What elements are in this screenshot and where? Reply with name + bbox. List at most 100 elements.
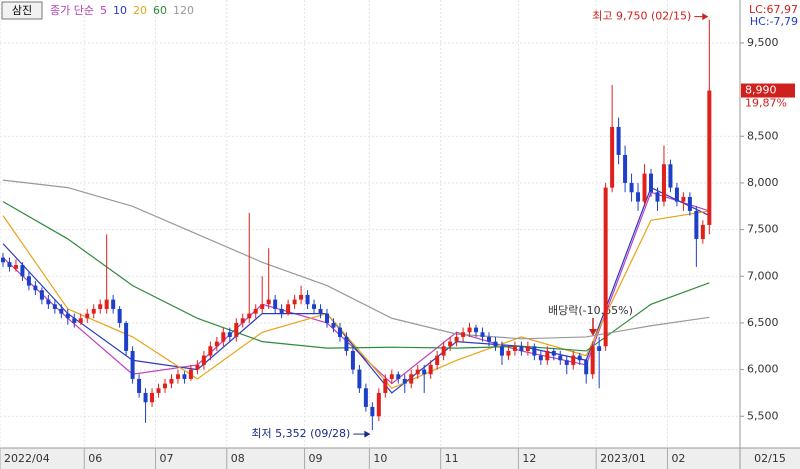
- candle-body: [104, 299, 109, 309]
- legend-entry: 20: [133, 4, 147, 17]
- lc-label: LC:67,97: [749, 3, 798, 16]
- candle-body: [59, 308, 64, 314]
- candle-body: [389, 374, 394, 379]
- candle-body: [208, 346, 213, 356]
- candle-body: [642, 173, 647, 202]
- candle-body: [461, 332, 466, 337]
- candle-body: [299, 294, 304, 300]
- candle-body: [512, 346, 517, 351]
- candle-body: [487, 336, 491, 342]
- candle-body: [616, 126, 621, 155]
- candle-body: [337, 327, 342, 337]
- candle-body: [435, 355, 440, 365]
- x-tick-label: 07: [160, 452, 174, 465]
- candle-body: [694, 210, 699, 239]
- candle-body: [260, 304, 265, 309]
- candle-body: [20, 265, 25, 277]
- legend-entry: 10: [113, 4, 127, 17]
- candle-body: [525, 346, 530, 351]
- candle-body: [318, 308, 323, 314]
- candle-body: [448, 341, 453, 347]
- candle-body: [474, 327, 479, 333]
- x-tick-label: 09: [309, 452, 323, 465]
- candle-body: [376, 392, 381, 417]
- candle-body: [130, 350, 135, 379]
- last-price-box: [741, 83, 795, 98]
- candle-body: [175, 374, 180, 379]
- x-tick-label: 12: [522, 452, 536, 465]
- candle-body: [91, 308, 96, 314]
- candle-body: [52, 304, 57, 309]
- candle-body: [312, 304, 317, 309]
- candle-body: [325, 313, 329, 323]
- candle-body: [163, 383, 167, 389]
- candle-body: [396, 374, 401, 379]
- candle-body: [78, 318, 83, 323]
- candle-body: [169, 378, 174, 384]
- candle-body: [532, 346, 537, 356]
- candle-body: [383, 378, 388, 393]
- candle-body: [441, 346, 446, 356]
- candle-body: [610, 126, 615, 188]
- legend-title: 종가 단순: [50, 4, 94, 17]
- x-tick-label: 2022/04: [4, 452, 50, 465]
- candle-body: [201, 355, 206, 365]
- candle-body: [597, 346, 602, 351]
- candle-body: [7, 262, 12, 267]
- candle-body: [72, 318, 77, 323]
- y-tick-label: 5,500: [747, 409, 779, 422]
- x-tick-label: 08: [231, 452, 245, 465]
- y-tick-label: 8,000: [747, 176, 779, 189]
- candle-body: [493, 341, 498, 347]
- symbol-box: [1, 1, 43, 20]
- x-axis-band: [0, 448, 800, 469]
- candle-body: [402, 378, 407, 384]
- candle-body: [214, 341, 219, 347]
- candle-body: [584, 360, 589, 375]
- candle-body: [156, 388, 161, 393]
- candle-body: [636, 192, 641, 202]
- candle-body: [603, 187, 608, 347]
- y-tick-label: 9,500: [747, 36, 779, 49]
- moving-average: [2, 210, 710, 389]
- candle-body: [655, 192, 660, 202]
- low-arrowhead: [364, 430, 371, 438]
- candle-body: [674, 187, 679, 202]
- candle-body: [266, 299, 271, 305]
- candle-body: [111, 299, 116, 309]
- change-label: 19,87%: [745, 97, 787, 110]
- candle-body: [195, 364, 200, 370]
- x-tick-label: 2023/01: [600, 452, 646, 465]
- candle-body: [681, 196, 686, 202]
- low-annotation: 최저 5,352 (09/28): [251, 427, 350, 440]
- candle-body: [538, 355, 543, 361]
- candle-body: [117, 308, 122, 323]
- candle-body: [124, 322, 129, 351]
- candle-body: [234, 322, 239, 337]
- candle-body: [571, 355, 576, 365]
- candle-body: [39, 290, 44, 300]
- candle-body: [558, 355, 563, 361]
- candle-body: [519, 346, 524, 351]
- candle-body: [415, 369, 420, 375]
- candle-body: [668, 164, 673, 188]
- candle-body: [409, 374, 414, 384]
- moving-average: [2, 179, 710, 340]
- last-price: 8,990: [745, 84, 777, 97]
- candle-body: [182, 374, 187, 379]
- candle-body: [273, 299, 278, 309]
- candle-body: [65, 313, 70, 319]
- x-tick-label: 06: [88, 452, 102, 465]
- candle-body: [279, 308, 284, 314]
- candle-body: [357, 369, 362, 389]
- candle-body: [700, 224, 705, 239]
- hc-label: HC:-7,79: [750, 15, 798, 28]
- candle-body: [33, 285, 38, 291]
- candle-body: [629, 182, 634, 193]
- dividend-arrowhead: [589, 329, 597, 336]
- candle-body: [344, 336, 349, 351]
- candle-body: [707, 90, 712, 225]
- candle-body: [350, 350, 355, 370]
